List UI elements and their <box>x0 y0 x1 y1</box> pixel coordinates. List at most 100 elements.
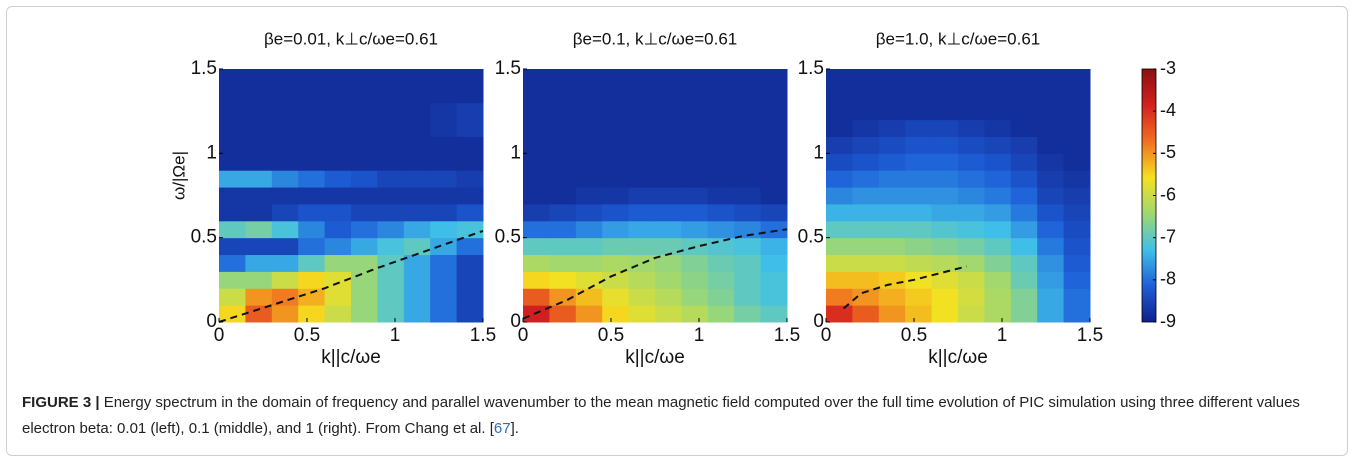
heatmap-cell <box>377 69 405 87</box>
heatmap-cell <box>655 288 682 306</box>
heatmap-cell <box>905 102 933 121</box>
heatmap-cell <box>271 119 299 137</box>
x-tick-label: 1.5 <box>1077 325 1103 346</box>
heatmap-cell <box>681 170 709 188</box>
heatmap-cell <box>403 271 431 289</box>
heatmap-cell <box>958 69 985 87</box>
heatmap-cell <box>878 203 906 222</box>
heatmap-cell <box>219 102 246 121</box>
heatmap-cell <box>219 254 246 272</box>
heatmap-cell <box>456 220 484 239</box>
heatmap-cell <box>575 170 603 188</box>
heatmap-cell <box>1037 136 1065 154</box>
heatmap-cell <box>1010 220 1038 239</box>
heatmap-cell <box>734 288 762 306</box>
panel-title: βe=0.1, k⊥c/ωe=0.61 <box>573 29 738 48</box>
heatmap-cell <box>984 136 1012 154</box>
heatmap-cell <box>602 85 630 104</box>
heatmap-cell <box>298 170 326 188</box>
heatmap-cell <box>456 203 484 222</box>
heatmap-cell <box>707 170 735 188</box>
heatmap-cell <box>351 288 378 306</box>
heatmap-cell <box>430 237 458 256</box>
heatmap-cell <box>602 271 630 289</box>
x-tick-label: 1 <box>390 325 401 346</box>
x-axis-label: k||c/ωe <box>321 347 381 368</box>
heatmap-cell <box>628 170 656 188</box>
heatmap-cell <box>852 220 880 239</box>
heatmap-cell <box>826 288 853 306</box>
heatmap-cell <box>958 220 985 239</box>
heatmap-cell <box>628 220 656 239</box>
heatmap-cell <box>549 187 577 205</box>
heatmap-cell <box>878 136 906 154</box>
heatmap-cell <box>707 288 735 306</box>
heatmap-cell <box>905 170 933 188</box>
y-tick-label: 1 <box>206 142 217 163</box>
heatmap-cell <box>760 288 788 306</box>
heatmap-cell <box>760 153 788 171</box>
y-tick-label: 0.5 <box>191 227 217 248</box>
heatmap-cell <box>931 220 959 239</box>
heatmap-cell <box>984 85 1012 104</box>
heatmap-cell <box>377 203 405 222</box>
heatmap-cell <box>575 288 603 306</box>
heatmap-cell <box>1010 136 1038 154</box>
y-tick-label: 0 <box>510 311 521 332</box>
heatmap-cell <box>377 85 405 104</box>
heatmap-cell <box>602 237 630 256</box>
heatmap <box>523 69 788 323</box>
heatmap-cell <box>760 170 788 188</box>
caption-ref[interactable]: 67 <box>493 420 511 437</box>
heatmap-cell <box>219 187 246 205</box>
heatmap-cell <box>351 119 378 137</box>
heatmap-cell <box>1010 271 1038 289</box>
heatmap-cell <box>958 170 985 188</box>
heatmap-cell <box>1010 69 1038 87</box>
heatmap-cell <box>878 254 906 272</box>
x-tick-label: 0 <box>821 325 832 346</box>
heatmap-cell <box>681 305 709 323</box>
heatmap-cell <box>245 220 273 239</box>
heatmap-cell <box>456 271 484 289</box>
heatmap-cell <box>958 305 985 323</box>
heatmap-cell <box>878 85 906 104</box>
heatmap-cell <box>655 305 682 323</box>
heatmap-cell <box>430 305 458 323</box>
heatmap-cell <box>1010 254 1038 272</box>
heatmap-cell <box>549 271 577 289</box>
heatmap-cell <box>298 102 326 121</box>
heatmap-cell <box>958 237 985 256</box>
heatmap-cell <box>219 305 246 323</box>
heatmap-cell <box>245 271 273 289</box>
heatmap-cell <box>602 69 630 87</box>
heatmap-cell <box>298 85 326 104</box>
heatmap-cell <box>245 305 273 323</box>
heatmap-cell <box>430 254 458 272</box>
heatmap-cell <box>878 305 906 323</box>
heatmap-cell <box>958 119 985 137</box>
heatmap-cell <box>878 153 906 171</box>
heatmap-cell <box>456 288 484 306</box>
heatmap-cell <box>219 153 246 171</box>
heatmap-cell <box>984 271 1012 289</box>
heatmap-cell <box>707 69 735 87</box>
heatmap-cell <box>271 237 299 256</box>
heatmap-cell <box>1063 305 1091 323</box>
heatmap-cell <box>655 254 682 272</box>
heatmap-cell <box>905 136 933 154</box>
heatmap-cell <box>760 254 788 272</box>
heatmap-cell <box>826 203 853 222</box>
heatmap-cell <box>602 170 630 188</box>
heatmap-cell <box>271 136 299 154</box>
y-tick-label: 0 <box>813 311 824 332</box>
heatmap-cell <box>1063 220 1091 239</box>
heatmap-cell <box>760 119 788 137</box>
heatmap-cell <box>760 305 788 323</box>
heatmap-cell <box>403 237 431 256</box>
heatmap-cell <box>760 136 788 154</box>
heatmap-cell <box>878 119 906 137</box>
heatmap-cell <box>523 271 550 289</box>
heatmap-cell <box>707 254 735 272</box>
